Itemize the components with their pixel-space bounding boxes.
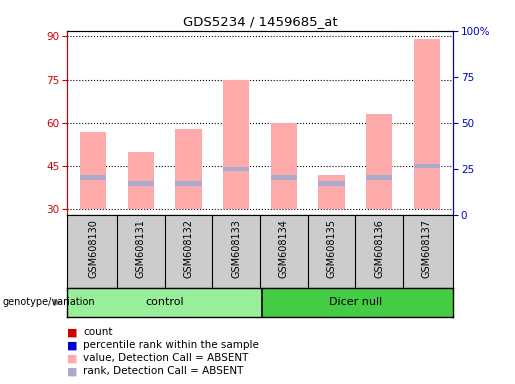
Title: GDS5234 / 1459685_at: GDS5234 / 1459685_at [183,15,337,28]
Bar [271,123,297,209]
Text: ■: ■ [67,366,77,376]
Bar [414,40,440,209]
Bar [271,175,297,180]
Bar [223,167,249,171]
Text: ■: ■ [67,340,77,350]
Text: value, Detection Call = ABSENT: value, Detection Call = ABSENT [83,353,249,363]
Bar [318,181,345,185]
Bar [318,175,345,209]
Text: percentile rank within the sample: percentile rank within the sample [83,340,260,350]
Text: GSM608136: GSM608136 [374,219,384,278]
Text: count: count [83,327,113,337]
Bar [67,288,263,317]
Bar [176,129,202,209]
Bar [128,152,154,209]
Text: GSM608131: GSM608131 [136,219,146,278]
Bar [176,181,202,185]
Bar [80,175,106,180]
Text: GSM608135: GSM608135 [327,219,337,278]
Text: control: control [145,297,184,308]
Bar [414,164,440,168]
Text: GSM608133: GSM608133 [231,219,241,278]
Text: GSM608130: GSM608130 [88,219,98,278]
Bar [80,131,106,209]
Bar [128,181,154,185]
Bar [366,175,392,180]
Bar [263,288,453,317]
Text: GSM608132: GSM608132 [183,219,194,278]
Text: Dicer null: Dicer null [329,297,382,308]
Bar [366,114,392,209]
Bar [223,79,249,209]
Text: GSM608137: GSM608137 [422,219,432,278]
Text: ■: ■ [67,353,77,363]
Text: rank, Detection Call = ABSENT: rank, Detection Call = ABSENT [83,366,244,376]
Text: genotype/variation: genotype/variation [3,297,95,308]
Text: ■: ■ [67,327,77,337]
Text: GSM608134: GSM608134 [279,219,289,278]
